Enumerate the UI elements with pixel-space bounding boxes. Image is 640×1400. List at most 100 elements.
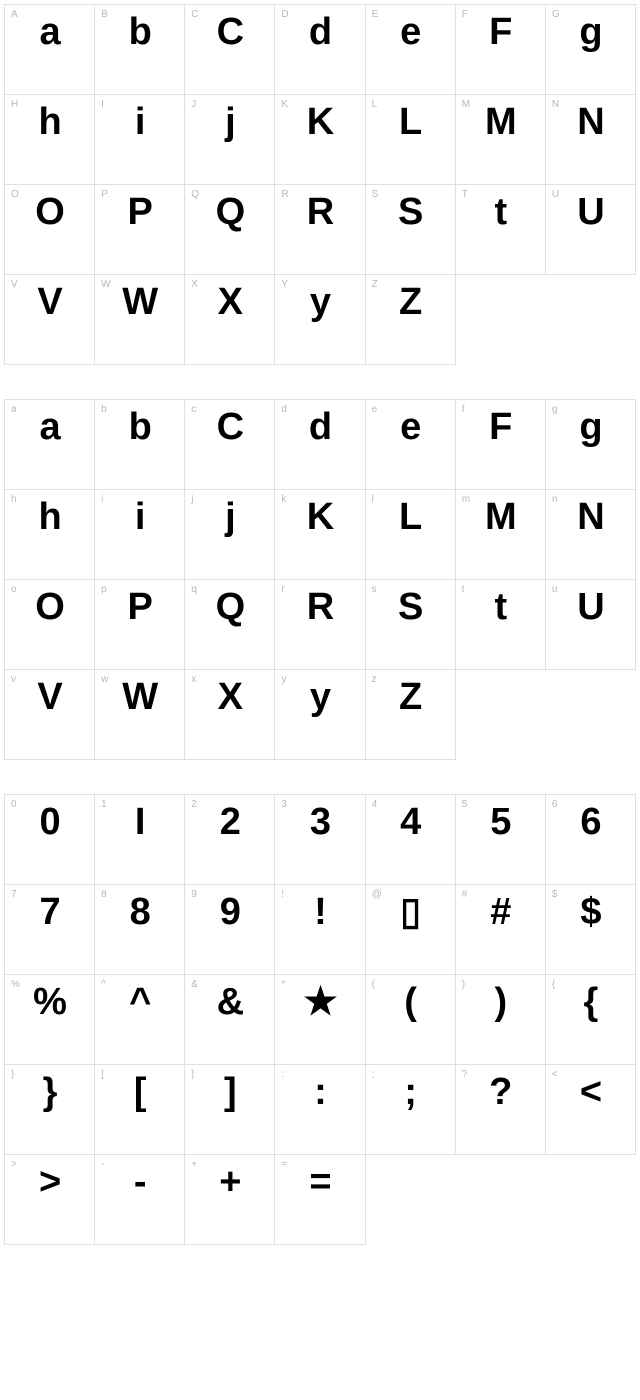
cell-glyph: L	[366, 101, 455, 143]
glyph-cell: ;;	[366, 1065, 456, 1155]
glyph-cell: ++	[185, 1155, 275, 1245]
glyph-cell: hh	[5, 490, 95, 580]
glyph-cell: LL	[366, 95, 456, 185]
cell-glyph: X	[185, 676, 274, 718]
glyph-cell: oO	[5, 580, 95, 670]
cell-glyph: g	[546, 11, 635, 53]
cell-glyph: t	[456, 191, 545, 233]
cell-glyph: F	[456, 406, 545, 448]
cell-glyph: [	[95, 1071, 184, 1113]
glyph-cell: {{	[546, 975, 636, 1065]
glyph-cell: ee	[366, 400, 456, 490]
glyph-cell: uU	[546, 580, 636, 670]
glyph-cell: KK	[275, 95, 365, 185]
glyph-cell: >>	[5, 1155, 95, 1245]
cell-glyph: ▯	[366, 891, 455, 933]
glyph-cell: Ii	[95, 95, 185, 185]
glyph-cell: *★	[275, 975, 365, 1065]
glyph-cell: PP	[95, 185, 185, 275]
glyph-cell: %%	[5, 975, 95, 1065]
glyph-grid: aabbcCddeefFgghhiijjkKlLmMnNoOpPqQrRsStt…	[4, 399, 636, 760]
cell-glyph: S	[366, 191, 455, 233]
glyph-cell: <<	[546, 1065, 636, 1155]
glyph-cell: @▯	[366, 885, 456, 975]
glyph-cell: fF	[456, 400, 546, 490]
cell-glyph: S	[366, 586, 455, 628]
cell-glyph: V	[5, 676, 94, 718]
glyph-cell: Jj	[185, 95, 275, 185]
character-map: AaBbCCDdEeFFGgHhIiJjKKLLMMNNOOPPQQRRSSTt…	[4, 4, 636, 1245]
glyph-cell: wW	[95, 670, 185, 760]
glyph-cell: 00	[5, 795, 95, 885]
cell-glyph: {	[546, 981, 635, 1023]
glyph-cell: [[	[95, 1065, 185, 1155]
cell-glyph: !	[275, 891, 364, 933]
cell-glyph: K	[275, 496, 364, 538]
cell-glyph: t	[456, 586, 545, 628]
empty-cell	[546, 670, 636, 760]
glyph-cell: rR	[275, 580, 365, 670]
glyph-cell: --	[95, 1155, 185, 1245]
glyph-cell: QQ	[185, 185, 275, 275]
glyph-cell: SS	[366, 185, 456, 275]
cell-glyph: i	[95, 496, 184, 538]
glyph-cell: qQ	[185, 580, 275, 670]
glyph-cell: 55	[456, 795, 546, 885]
glyph-cell: OO	[5, 185, 95, 275]
cell-glyph: L	[366, 496, 455, 538]
cell-glyph: g	[546, 406, 635, 448]
glyph-cell: zZ	[366, 670, 456, 760]
cell-glyph: 7	[5, 891, 94, 933]
cell-glyph: ]	[185, 1071, 274, 1113]
glyph-cell: jj	[185, 490, 275, 580]
glyph-cell: Aa	[5, 5, 95, 95]
cell-glyph: ?	[456, 1071, 545, 1113]
empty-cell	[456, 275, 546, 365]
glyph-cell: 99	[185, 885, 275, 975]
cell-glyph: b	[95, 11, 184, 53]
section-lowercase: aabbcCddeefFgghhiijjkKlLmMnNoOpPqQrRsStt…	[4, 399, 636, 760]
cell-glyph: d	[275, 11, 364, 53]
glyph-cell: gg	[546, 400, 636, 490]
glyph-cell: }}	[5, 1065, 95, 1155]
cell-glyph: 5	[456, 801, 545, 843]
glyph-cell: NN	[546, 95, 636, 185]
glyph-cell: UU	[546, 185, 636, 275]
glyph-cell: Dd	[275, 5, 365, 95]
glyph-cell: ##	[456, 885, 546, 975]
glyph-cell: nN	[546, 490, 636, 580]
glyph-cell: 88	[95, 885, 185, 975]
glyph-cell: ]]	[185, 1065, 275, 1155]
glyph-cell: cC	[185, 400, 275, 490]
glyph-cell: 33	[275, 795, 365, 885]
cell-glyph: -	[95, 1161, 184, 1203]
glyph-cell: !!	[275, 885, 365, 975]
cell-glyph: Q	[185, 586, 274, 628]
cell-glyph: e	[366, 406, 455, 448]
empty-cell	[546, 275, 636, 365]
glyph-cell: RR	[275, 185, 365, 275]
cell-glyph: i	[95, 101, 184, 143]
cell-glyph: W	[95, 281, 184, 323]
glyph-cell: vV	[5, 670, 95, 760]
cell-glyph: 9	[185, 891, 274, 933]
glyph-cell: 44	[366, 795, 456, 885]
cell-glyph: ^	[95, 981, 184, 1023]
cell-glyph: <	[546, 1071, 635, 1113]
cell-glyph: y	[275, 676, 364, 718]
glyph-cell: ??	[456, 1065, 546, 1155]
cell-glyph: &	[185, 981, 274, 1023]
glyph-cell: Bb	[95, 5, 185, 95]
cell-glyph: (	[366, 981, 455, 1023]
cell-glyph: +	[185, 1161, 274, 1203]
glyph-cell: Tt	[456, 185, 546, 275]
cell-glyph: =	[275, 1161, 364, 1203]
glyph-cell: 66	[546, 795, 636, 885]
cell-glyph: 2	[185, 801, 274, 843]
cell-glyph: j	[185, 101, 274, 143]
cell-glyph: j	[185, 496, 274, 538]
glyph-cell: Yy	[275, 275, 365, 365]
cell-glyph: M	[456, 101, 545, 143]
cell-glyph: d	[275, 406, 364, 448]
cell-glyph: :	[275, 1071, 364, 1113]
